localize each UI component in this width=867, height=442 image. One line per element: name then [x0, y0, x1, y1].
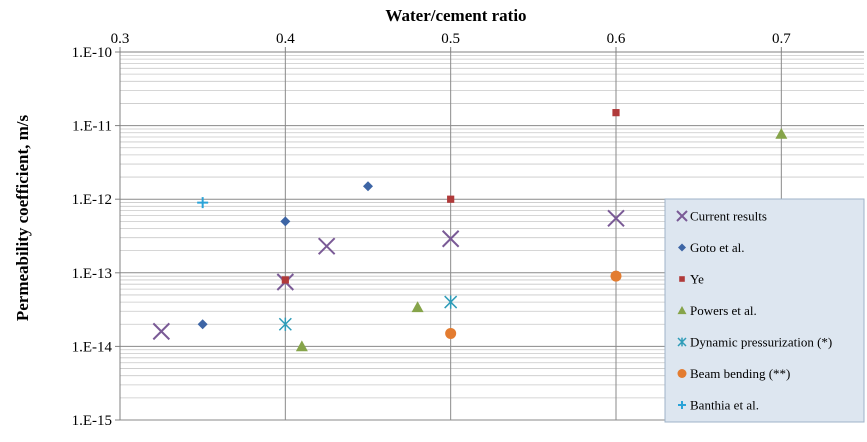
data-point [610, 270, 622, 282]
y-tick-label: 1.E-11 [72, 119, 112, 135]
x-tick-label: 0.3 [111, 31, 130, 47]
legend-marker [676, 210, 688, 222]
data-point [775, 127, 788, 139]
x-tick-label: 0.7 [772, 31, 791, 47]
data-point [612, 109, 620, 117]
x-tick-label: 0.4 [276, 31, 295, 47]
legend-label: Current results [690, 209, 767, 224]
data-point [444, 295, 458, 309]
legend-label: Banthia et al. [690, 398, 759, 413]
legend-label: Goto et al. [690, 240, 745, 255]
data-point [295, 340, 308, 352]
y-tick-label: 1.E-12 [72, 192, 112, 208]
data-point [152, 322, 171, 341]
legend-marker [677, 337, 687, 347]
data-point [441, 230, 460, 248]
legend-marker [677, 369, 687, 378]
y-tick-label: 1.E-10 [72, 45, 112, 61]
y-tick-label: 1.E-13 [72, 266, 112, 282]
data-point [197, 197, 209, 209]
legend-marker [678, 401, 686, 409]
axes: 1.E-10 1.E-11 1.E-12 1.E-13 1.E-14 1.E-15 0.3 0… [72, 31, 864, 429]
data-point [317, 237, 336, 255]
data-point [607, 209, 625, 228]
data-point [447, 195, 455, 203]
legend-label: Beam bending (**) [690, 366, 790, 381]
x-tick-label: 0.6 [607, 31, 626, 47]
data-point [281, 276, 289, 284]
data-point [197, 319, 208, 330]
data-points [152, 109, 788, 352]
legend-box [664, 198, 865, 423]
legend-label: Ye [690, 272, 704, 287]
legend-label: Dynamic pressurization (*) [690, 335, 832, 350]
data-point [278, 317, 292, 331]
legend-marker [679, 276, 685, 282]
data-point [363, 181, 373, 192]
legend-label: Powers et al. [690, 303, 757, 318]
legend-marker [678, 243, 686, 252]
y-tick-label: 1.E-14 [72, 339, 113, 355]
x-tick-label: 0.5 [441, 31, 460, 47]
legend-marker [677, 306, 687, 315]
data-point [445, 327, 457, 339]
data-point [411, 301, 424, 313]
x-axis-title: Water/cement ratio [385, 6, 526, 25]
y-axis-title: Permeability coefficient, m/s [13, 114, 32, 321]
data-point [280, 216, 291, 227]
y-tick-label: 1.E-15 [72, 413, 112, 429]
legend: Current results Goto et al. Ye Powers et al… [664, 198, 865, 423]
